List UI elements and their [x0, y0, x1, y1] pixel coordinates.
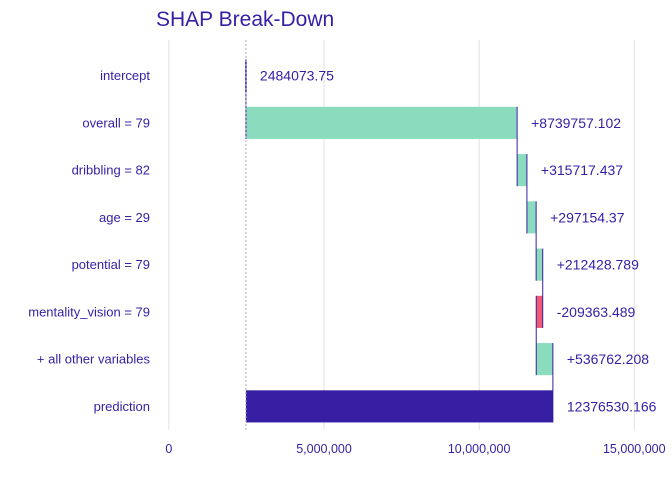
value-label: +315717.437: [541, 162, 623, 178]
y-axis-label: overall = 79: [82, 115, 150, 130]
value-label: 2484073.75: [260, 68, 334, 84]
value-label: +212428.789: [557, 257, 639, 273]
bar-contribution: [526, 201, 537, 234]
value-label: +536762.208: [567, 351, 649, 367]
value-label: -209363.489: [557, 304, 636, 320]
value-labels: 2484073.75 +8739757.102 +315717.437 +297154…: [260, 68, 657, 415]
x-tick-label: 0: [165, 442, 172, 456]
bar-contribution: [517, 154, 527, 187]
value-label: +297154.37: [550, 209, 625, 225]
chart-title: SHAP Break-Down: [156, 8, 334, 31]
x-tick-label: 10,000,000: [448, 442, 511, 456]
y-axis-label: age = 29: [99, 210, 150, 225]
bar-contribution: [536, 343, 553, 376]
x-axis-ticks: 0 5,000,000 10,000,000 15,000,000: [165, 442, 665, 456]
y-axis-label: intercept: [100, 68, 150, 83]
x-gridlines: [168, 40, 635, 430]
bar-contribution: [536, 248, 543, 281]
y-axis-labels: intercept overall = 79 dribbling = 82 age =…: [28, 68, 150, 414]
bar-contribution: [536, 295, 543, 328]
y-axis-label: + all other variables: [37, 352, 151, 367]
value-label: +8739757.102: [531, 115, 621, 131]
bar-prediction: [245, 390, 553, 423]
value-label: 12376530.166: [567, 398, 657, 414]
y-axis-label: potential = 79: [72, 257, 150, 272]
y-axis-label: mentality_vision = 79: [28, 304, 150, 319]
x-tick-label: 15,000,000: [603, 442, 666, 456]
y-axis-label: dribbling = 82: [72, 163, 150, 178]
bar-contribution: [245, 106, 518, 139]
y-axis-label: prediction: [94, 399, 150, 414]
bars: [245, 59, 553, 423]
x-tick-label: 5,000,000: [296, 442, 352, 456]
